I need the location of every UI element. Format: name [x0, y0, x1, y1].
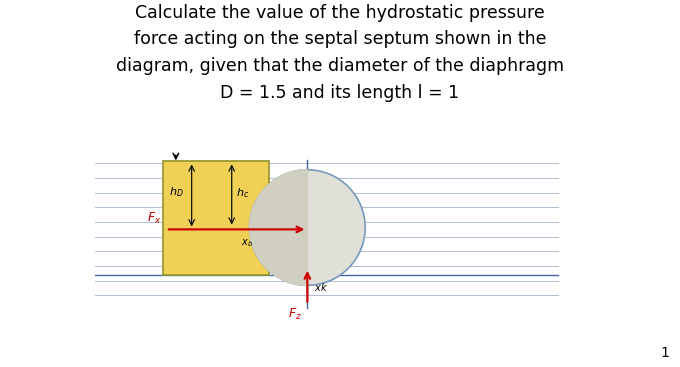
Text: diagram, given that the diameter of the diaphragm: diagram, given that the diameter of the … [116, 57, 564, 75]
Text: Calculate the value of the hydrostatic pressure: Calculate the value of the hydrostatic p… [135, 4, 545, 22]
Text: $F_x$: $F_x$ [148, 211, 162, 226]
Bar [163, 161, 269, 275]
Text: force acting on the septal septum shown in the: force acting on the septal septum shown … [134, 30, 546, 48]
Text: $xk$: $xk$ [314, 281, 328, 293]
Text: $x_b$: $x_b$ [241, 237, 253, 249]
Text: D = 1.5 and its length l = 1: D = 1.5 and its length l = 1 [220, 84, 460, 102]
Text: 1: 1 [661, 346, 670, 360]
Polygon shape [250, 170, 307, 285]
Text: $h_c$: $h_c$ [236, 186, 249, 200]
Text: $h_D$: $h_D$ [169, 185, 184, 199]
Text: $F_z$: $F_z$ [288, 306, 302, 321]
Ellipse shape [250, 170, 365, 285]
